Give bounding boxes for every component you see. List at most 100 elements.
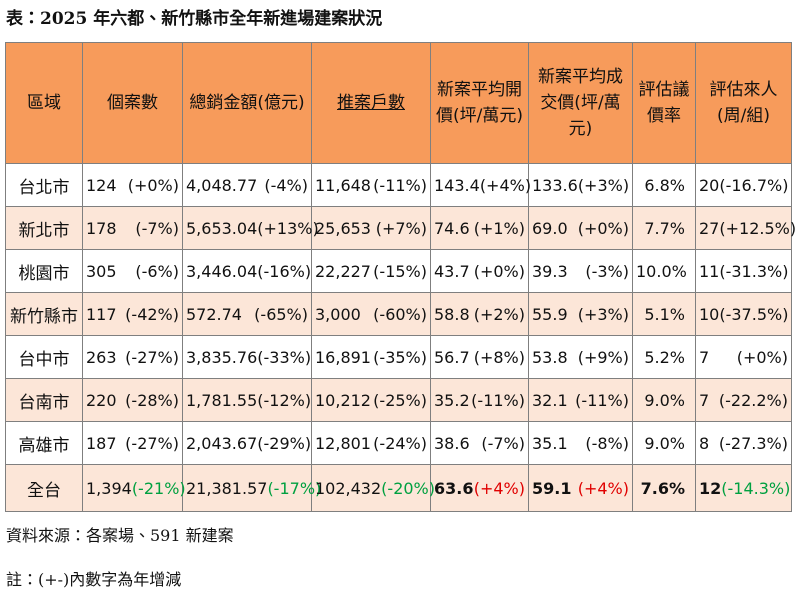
cell-value: 2,043.67 [186,433,258,453]
header-text: 評估議價率 [638,80,690,126]
cell-value: 11,648 [315,175,371,195]
value-cell: 32.1 (-11%) [528,378,633,422]
cell-value: 35.2 [434,390,470,410]
value-cell: 43.7 (+0%) [430,249,529,293]
cell-value: 3,000 [315,304,361,324]
value-cell: 16,891 (-35%) [311,335,431,379]
table-row: 高雄市 187 (-27%) 2,043.67 (-29%) 12,801 (-24%) 38… [5,421,792,465]
cell-pair: 25,653 (+7%) [315,219,427,238]
cell-value: 178 [86,218,117,238]
cell-pair: 22,227 (-15%) [315,262,427,281]
cell-value: 7 [699,347,710,367]
source-note: 資料來源：各案場、591 新建案 [6,526,234,545]
cell-change: (+1%) [473,218,525,238]
cell-change: (-6%) [135,261,179,281]
table-row: 新竹縣市 117 (-42%) 572.74 (-65%) 3,000 (-60%) 58.8… [5,292,792,336]
cell-change: (-33%) [257,347,312,367]
cell-pair: 102,432 (-20%) [315,479,435,498]
value-cell: 1,394 (-21%) [82,464,186,512]
cell-value: 59.1 [532,478,572,498]
column-header: 推案戶數 [311,42,431,164]
cell-pair: 178 (-7%) [86,219,179,238]
cell-pair: 63.6 (+4%) [434,479,525,498]
cell-change: (-17%) [267,478,322,498]
cell-change: (+0%) [736,347,788,367]
value-cell: 56.7 (+8%) [430,335,529,379]
header-text: 推案戶數 [337,93,405,113]
table-row: 台南市 220 (-28%) 1,781.55 (-12%) 10,212 (-25%) 35… [5,378,792,422]
cell-value: 7 [699,390,710,410]
cell-pair: 263 (-27%) [86,348,179,367]
cell-change: (+0%) [127,175,179,195]
cell-change: (-65%) [254,304,308,324]
value-cell: 4,048.77 (-4%) [182,163,312,207]
value-cell: 220 (-28%) [82,378,183,422]
cell-change: (-11%) [575,390,629,410]
cell-pair: 2,043.67 (-29%) [186,433,311,453]
cell-value: 124 [86,175,117,195]
cell-pair: 21,381.57 (-17%) [186,478,321,498]
region-cell: 全台 [5,464,83,512]
cell-change: (-27%) [125,433,179,453]
cell-value: 55.9 [532,304,568,324]
cell-pair: 3,446.04 (-16%) [186,261,311,281]
value-cell: 63.6 (+4%) [430,464,529,512]
header-text: 個案數 [107,93,158,113]
cell-pair: 11,648 (-11%) [315,176,427,195]
cell-value: 25,653 [315,218,371,238]
cell-change: (-11%) [471,390,525,410]
value-cell: 11,648 (-11%) [311,163,431,207]
cell-change: (-27.3%) [718,433,788,453]
cell-change: (-12%) [257,390,312,410]
cell-value: 21,381.57 [186,478,268,498]
cell-pair: 69.0 (+0%) [532,219,629,238]
cell-value: 53.8 [532,347,568,367]
value-cell: 572.74 (-65%) [182,292,312,336]
header-text: 評估來人(周/組) [709,80,778,126]
cell-value: 56.7 [434,347,470,367]
value-cell: 133.6 (+3%) [528,163,633,207]
cell-change: (-14.3%) [721,478,791,498]
cell-change: (+13%) [257,218,319,238]
rate-cell: 9.0% [632,421,696,465]
cell-pair: 8 (-27.3%) [699,434,788,453]
header-text: 新案平均開價(坪/萬元) [436,80,523,126]
cell-change: (-24%) [373,433,427,453]
cell-pair: 55.9 (+3%) [532,305,629,324]
cell-pair: 74.6 (+1%) [434,219,525,238]
cell-value: 35.1 [532,433,568,453]
cell-pair: 59.1 (+4%) [532,479,629,498]
cell-pair: 4,048.77 (-4%) [186,176,308,195]
cell-pair: 1,781.55 (-12%) [186,390,312,410]
region-cell: 桃園市 [5,249,83,293]
data-table: 區域 個案數 總銷金額(億元) 推案戶數 新案平均開價(坪/萬元) 新案平均成交價(坪/萬… [5,42,796,512]
value-cell: 1,781.55 (-12%) [182,378,312,422]
cell-pair: 12,801 (-24%) [315,434,427,453]
cell-value: 8 [699,433,710,453]
region-cell: 台中市 [5,335,83,379]
value-cell: 5,653.04 (+13%) [182,206,319,250]
cell-change: (-4%) [264,175,308,195]
table-row: 台北市 124 (+0%) 4,048.77 (-4%) 11,648 (-11%) 143.… [5,163,792,207]
cell-change: (+3%) [577,175,630,195]
cell-value: 3,446.04 [186,261,258,281]
cell-pair: 3,835.76 (-33%) [186,347,312,367]
value-cell: 7 (-22.2%) [695,378,792,422]
cell-value: 11 [699,261,720,281]
value-cell: 102,432 (-20%) [311,464,435,512]
rate-cell: 7.6% [632,464,696,512]
cell-pair: 11 (-31.3%) [699,262,788,281]
cell-value: 305 [86,261,117,281]
footnote: 註：(+-)內數字為年增減 [6,570,182,589]
table-body: 台北市 124 (+0%) 4,048.77 (-4%) 11,648 (-11%) 143.… [5,163,796,512]
cell-pair: 572.74 (-65%) [186,305,308,324]
cell-value: 12,801 [315,433,371,453]
cell-pair: 58.8 (+2%) [434,305,525,324]
cell-change: (-27%) [125,347,179,367]
cell-value: 1,781.55 [186,390,258,410]
cell-value: 220 [86,390,117,410]
region-cell: 台北市 [5,163,83,207]
cell-value: 39.3 [532,261,568,281]
